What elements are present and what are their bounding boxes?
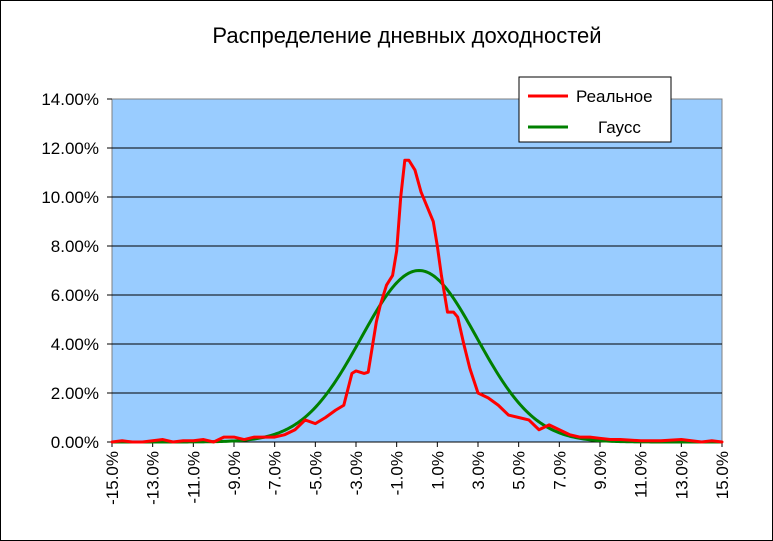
legend-box: [518, 76, 672, 143]
x-tick-label: -1.0%: [388, 451, 407, 495]
y-tick-label: 2.00%: [51, 384, 99, 403]
x-tick-label: 5.0%: [510, 451, 529, 490]
x-axis-ticks: -15.0% -13.0% -11.0% -9.0% -7.0% -5.0% -3.0% -1…: [103, 441, 732, 505]
legend-label-real: Реальное: [576, 87, 653, 106]
x-tick-label: -13.0%: [144, 451, 163, 505]
x-tick-label: -15.0%: [103, 451, 122, 505]
chart-title: Распределение дневных доходностей: [212, 23, 601, 48]
x-tick-label: -5.0%: [306, 451, 325, 495]
series-layer: [110, 158, 724, 444]
y-tick-label: 6.00%: [51, 286, 99, 305]
x-tick-label: -11.0%: [184, 451, 203, 504]
x-tick-label: 1.0%: [428, 451, 447, 490]
x-tick-label: 3.0%: [469, 451, 488, 490]
y-axis-ticks: 0.00% 2.00% 4.00% 6.00% 8.00% 10.00% 12.00% 14.…: [41, 90, 112, 452]
series-line-real: [110, 158, 724, 444]
y-tick-label: 10.00%: [41, 188, 99, 207]
y-tick-label: 12.00%: [41, 139, 99, 158]
y-tick-label: 14.00%: [41, 90, 99, 109]
x-tick-label: 13.0%: [672, 451, 691, 499]
x-tick-label: -9.0%: [225, 451, 244, 495]
x-tick-label: -3.0%: [347, 451, 366, 495]
x-tick-label: -7.0%: [266, 451, 285, 495]
y-tick-label: 8.00%: [51, 237, 99, 256]
x-tick-label: 11.0%: [632, 451, 651, 498]
x-tick-label: 15.0%: [713, 451, 732, 499]
y-tick-label: 0.00%: [51, 433, 99, 452]
y-tick-label: 4.00%: [51, 335, 99, 354]
x-tick-label: 9.0%: [591, 451, 610, 490]
legend-label-gauss: Гаусс: [598, 118, 641, 137]
gridlines: [112, 147, 722, 394]
x-tick-label: 7.0%: [550, 451, 569, 490]
